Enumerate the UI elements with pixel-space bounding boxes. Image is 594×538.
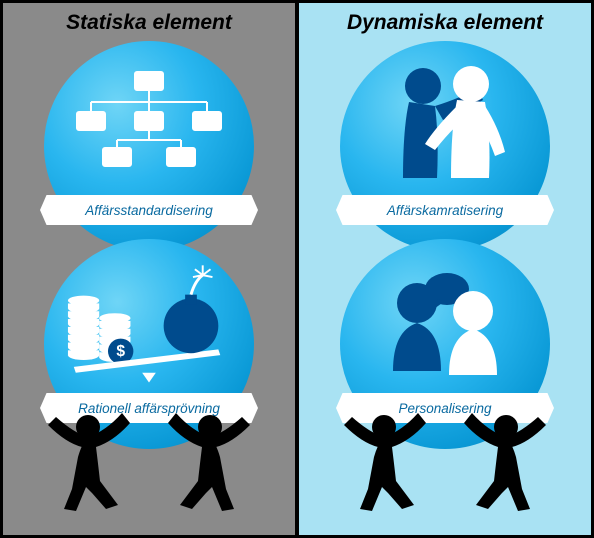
right-spheres-stack: Affärskamratisering [325,41,565,521]
left-sphere-top: Affärsstandardisering [44,41,254,251]
svg-text:$: $ [116,343,125,360]
atlas-figures-icon [330,393,560,513]
right-panel: Dynamiska element [297,3,591,535]
left-panel: Statiska element [3,3,297,535]
sphere-label: Affärskamratisering [336,195,554,225]
left-panel-title: Statiska element [66,11,232,35]
left-spheres-stack: Affärsstandardisering [29,41,269,521]
infographic-container: Statiska element [0,0,594,538]
org-chart-icon [66,63,232,183]
friendly-people-icon [362,63,528,183]
sphere-label: Affärsstandardisering [40,195,258,225]
right-sphere-top: Affärskamratisering [340,41,550,251]
atlas-figures-icon [34,393,264,513]
right-panel-title: Dynamiska element [347,11,543,35]
balance-coins-bomb-icon: $ [66,261,232,381]
conversation-people-icon [362,261,528,381]
